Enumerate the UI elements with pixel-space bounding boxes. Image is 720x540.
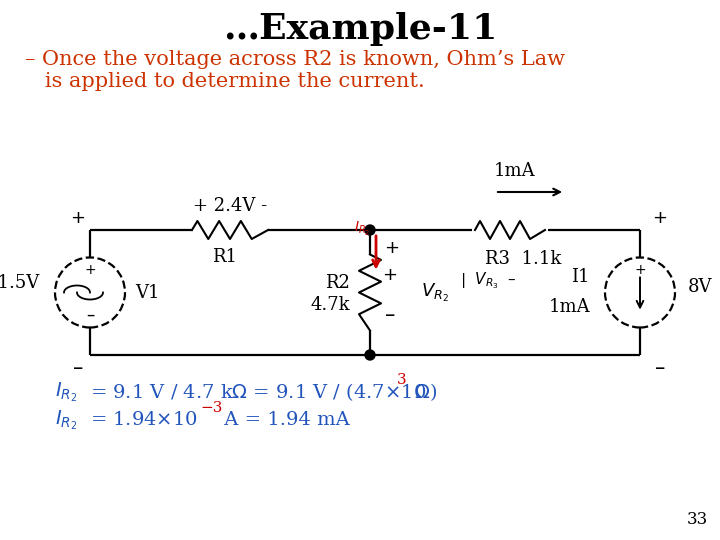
- Text: $I_{R_2}$: $I_{R_2}$: [55, 380, 77, 404]
- Text: +: +: [652, 209, 667, 227]
- Text: A = 1.94 mA: A = 1.94 mA: [218, 411, 350, 429]
- Text: $\Omega$): $\Omega$): [408, 381, 437, 403]
- Text: +: +: [382, 266, 397, 284]
- Text: −3: −3: [200, 401, 222, 415]
- Text: R3  1.1k: R3 1.1k: [485, 250, 562, 268]
- Text: +: +: [71, 209, 86, 227]
- Text: 4.7k: 4.7k: [310, 295, 350, 314]
- Text: $I_{R_2}$: $I_{R_2}$: [354, 220, 370, 238]
- Text: 8V: 8V: [688, 279, 713, 296]
- Text: –: –: [654, 358, 665, 378]
- Text: + 2.4V -: + 2.4V -: [193, 197, 267, 215]
- Text: 11.5V: 11.5V: [0, 273, 40, 292]
- Circle shape: [365, 350, 375, 360]
- Text: – Once the voltage across R2 is known, Ohm’s Law: – Once the voltage across R2 is known, O…: [25, 50, 565, 69]
- Text: = 1.94$\times$10: = 1.94$\times$10: [90, 411, 198, 429]
- Text: V1: V1: [135, 284, 160, 301]
- Text: is applied to determine the current.: is applied to determine the current.: [25, 72, 425, 91]
- Text: +: +: [634, 264, 646, 278]
- Text: |  $V_{R_3}$  –: | $V_{R_3}$ –: [460, 270, 517, 291]
- Text: $V_{R_2}$: $V_{R_2}$: [421, 281, 449, 303]
- Text: –: –: [73, 358, 84, 378]
- Text: –: –: [384, 305, 395, 325]
- Text: R2: R2: [325, 273, 350, 292]
- Circle shape: [365, 225, 375, 235]
- Text: …Example-11: …Example-11: [222, 12, 498, 46]
- Text: I1: I1: [572, 268, 590, 287]
- Text: +: +: [384, 239, 400, 257]
- Text: $I_{R_2}$: $I_{R_2}$: [55, 408, 77, 432]
- Text: –: –: [86, 306, 94, 323]
- Text: 1mA: 1mA: [549, 299, 590, 316]
- Text: +: +: [84, 264, 96, 278]
- Text: = 9.1 V / 4.7 k$\Omega$ = 9.1 V / (4.7$\times$10: = 9.1 V / 4.7 k$\Omega$ = 9.1 V / (4.7$\…: [90, 381, 426, 403]
- Text: 33: 33: [687, 511, 708, 528]
- Text: R1: R1: [212, 248, 238, 266]
- Text: 1mA: 1mA: [494, 162, 536, 180]
- Text: 3: 3: [397, 373, 407, 387]
